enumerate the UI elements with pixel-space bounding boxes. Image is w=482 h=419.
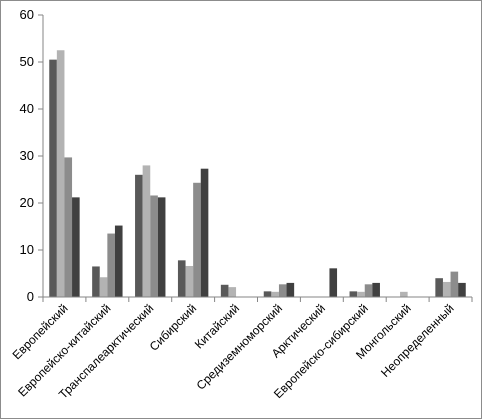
bar [193,182,201,297]
bar [150,195,158,297]
x-category-label: Сибирский [147,301,200,354]
bar [329,268,338,297]
bar [114,225,123,297]
y-axis-ticks: 0 10 20 30 40 50 60 [20,7,43,304]
bar [450,271,459,297]
bar [157,197,166,297]
bar [72,197,80,297]
bar [200,168,209,297]
y-tick-label: 50 [20,54,34,69]
x-axis-category-labels: ЕвропейскийЕвропейско-китайскийТранспале… [10,301,457,401]
bar [99,277,108,297]
bar [458,282,466,297]
bar [349,291,358,297]
y-tick-label: 30 [20,148,34,163]
bar [177,260,186,297]
bar [357,291,365,297]
y-tick-label: 0 [27,289,34,304]
bar [64,157,73,297]
y-tick-label: 40 [20,101,34,116]
bar [364,284,373,297]
bar [107,233,115,297]
bar [271,291,279,297]
chart-axes [42,15,473,302]
bar [142,165,151,297]
bar [220,284,229,297]
bar [435,278,443,297]
bar [92,266,100,297]
bar [372,282,380,297]
bar [56,50,65,297]
bar [49,59,57,298]
bar [135,174,143,297]
bar [278,284,287,297]
bar [400,291,408,297]
y-tick-label: 60 [20,7,34,22]
bar [286,282,295,297]
bar [228,287,237,297]
y-tick-label: 10 [20,242,34,257]
y-tick-label: 20 [20,195,34,210]
bar [263,291,272,297]
x-category-label: Неопределенный [378,301,457,380]
bar [185,265,194,297]
bar [442,281,451,297]
bar-series-group [49,50,466,298]
